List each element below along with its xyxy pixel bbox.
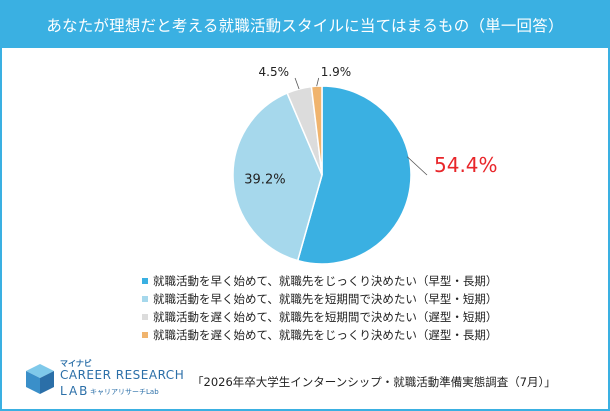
- legend-label-1: 就職活動を早く始めて、就職先をじっくり決めたい（早型・長期）: [153, 274, 498, 288]
- legend-swatch-1: [142, 278, 148, 284]
- data-label-2: 39.2%: [244, 172, 285, 187]
- pie-chart: 54.4% 39.2% 4.5% 1.9%: [232, 65, 498, 265]
- leader-line-1: [407, 156, 428, 176]
- chart-title: あなたが理想だと考える就職活動スタイルに当てはまるもの（単一回答）: [2, 2, 608, 48]
- legend-label-2: 就職活動を早く始めて、就職先を短期間で決めたい（早型・短期）: [153, 292, 498, 306]
- data-label-4: 1.9%: [321, 65, 352, 79]
- legend-swatch-2: [142, 296, 148, 302]
- pie-slice-2: [232, 92, 323, 262]
- legend-label-4: 就職活動を遅く始めて、就職先をじっくり決めたい（遅型・長期）: [153, 328, 498, 342]
- pie-slice-1: [296, 85, 412, 265]
- legend-swatch-3: [142, 314, 148, 320]
- legend-item-3: 就職活動を遅く始めて、就職先を短期間で決めたい（遅型・短期）: [142, 308, 562, 326]
- legend-item-2: 就職活動を早く始めて、就職先を短期間で決めたい（早型・短期）: [142, 290, 562, 308]
- leader-line-3: [294, 77, 300, 90]
- data-label-1: 54.4%: [434, 153, 498, 177]
- cube-logo-icon: [26, 364, 54, 394]
- legend-item-1: 就職活動を早く始めて、就職先をじっくり決めたい（早型・長期）: [142, 272, 562, 290]
- legend-label-3: 就職活動を遅く始めて、就職先を短期間で決めたい（遅型・短期）: [153, 310, 498, 324]
- logo-line1: CAREER RESEARCH: [60, 368, 185, 382]
- legend-swatch-4: [142, 332, 148, 338]
- logo-brand: マイナビ: [60, 359, 92, 368]
- legend-item-4: 就職活動を遅く始めて、就職先をじっくり決めたい（遅型・長期）: [142, 326, 562, 344]
- logo-line2: LAB: [60, 384, 90, 398]
- source-note: 「2026年卒大学生インターンシップ・就職活動準備実態調査（7月）」: [192, 375, 556, 389]
- leader-line-4: [316, 77, 320, 87]
- legend: 就職活動を早く始めて、就職先をじっくり決めたい（早型・長期） 就職活動を早く始めて…: [142, 272, 562, 344]
- data-label-3: 4.5%: [259, 65, 290, 79]
- pie-slice-4: [310, 85, 323, 176]
- logo: マイナビ CAREER RESEARCH LAB キャリアリサーチLab: [24, 358, 184, 404]
- logo-sub: キャリアリサーチLab: [90, 388, 159, 396]
